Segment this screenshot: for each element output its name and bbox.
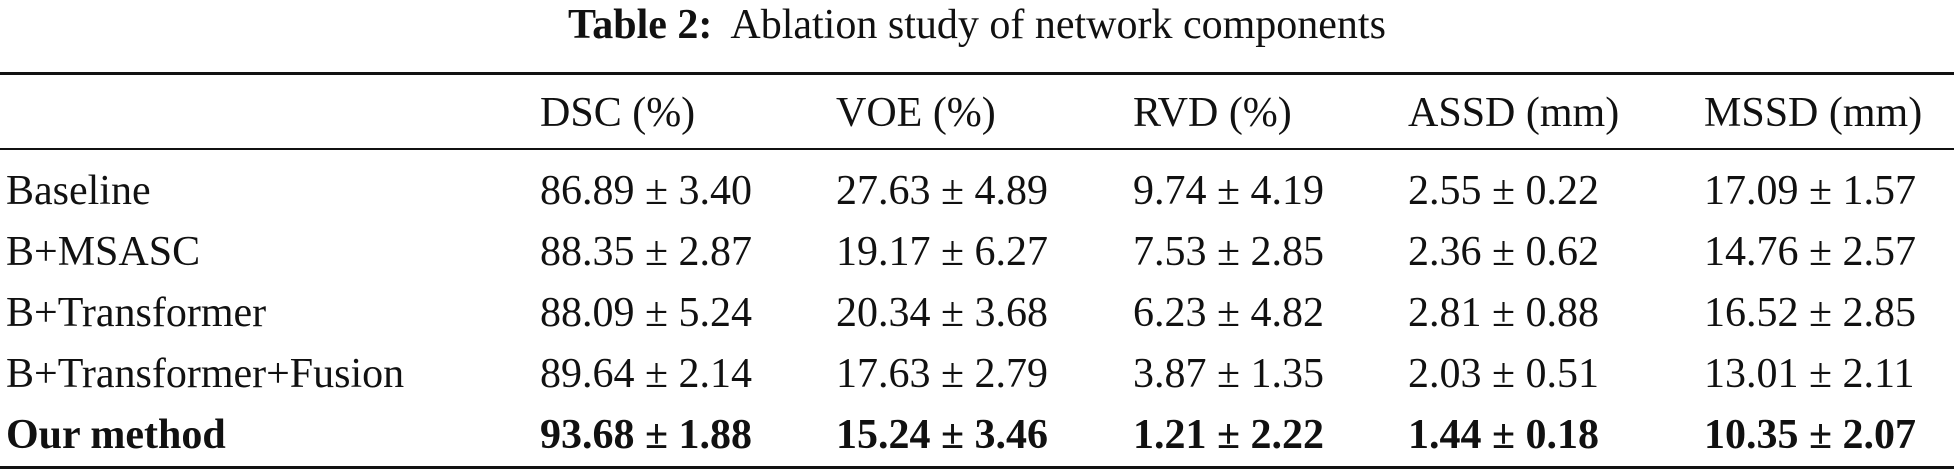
cell-rvd: 6.23 ± 4.82 xyxy=(1133,290,1325,336)
table-row-b-transformer-fusion: B+Transformer+Fusion 89.64 ± 2.14 17.63 … xyxy=(0,343,1954,405)
cell-voe: 17.63 ± 2.79 xyxy=(836,351,1049,397)
caption-text: Ablation study of network components xyxy=(730,2,1386,48)
table-row-b-msasc: B+MSASC 88.35 ± 2.87 19.17 ± 6.27 7.53 ±… xyxy=(0,221,1954,283)
cell-assd: 2.03 ± 0.51 xyxy=(1408,351,1600,397)
cell-assd: 1.44 ± 0.18 xyxy=(1408,412,1600,458)
header-cell-assd: ASSD (mm) xyxy=(1408,90,1620,136)
cell-dsc: 86.89 ± 3.40 xyxy=(540,168,753,214)
table-row-our-method: Our method 93.68 ± 1.88 15.24 ± 3.46 1.2… xyxy=(0,404,1954,466)
table-row-b-transformer: B+Transformer 88.09 ± 5.24 20.34 ± 3.68 … xyxy=(0,282,1954,344)
cell-rvd: 3.87 ± 1.35 xyxy=(1133,351,1325,397)
row-label: B+Transformer xyxy=(6,290,267,336)
header-cell-voe: VOE (%) xyxy=(836,90,996,136)
cell-mssd: 16.52 ± 2.85 xyxy=(1704,290,1917,336)
cell-dsc: 89.64 ± 2.14 xyxy=(540,351,753,397)
cell-voe: 19.17 ± 6.27 xyxy=(836,229,1049,275)
cell-rvd: 1.21 ± 2.22 xyxy=(1133,412,1325,458)
cell-mssd: 17.09 ± 1.57 xyxy=(1704,168,1917,214)
header-rule xyxy=(0,148,1954,150)
cell-rvd: 9.74 ± 4.19 xyxy=(1133,168,1325,214)
cell-rvd: 7.53 ± 2.85 xyxy=(1133,229,1325,275)
cell-dsc: 88.09 ± 5.24 xyxy=(540,290,753,336)
cell-dsc: 93.68 ± 1.88 xyxy=(540,412,753,458)
cell-mssd: 14.76 ± 2.57 xyxy=(1704,229,1917,275)
caption-label: Table 2: xyxy=(568,2,713,48)
cell-assd: 2.81 ± 0.88 xyxy=(1408,290,1600,336)
header-cell-mssd: MSSD (mm) xyxy=(1704,90,1923,136)
header-cell-dsc: DSC (%) xyxy=(540,90,696,136)
row-label: B+Transformer+Fusion xyxy=(6,351,405,397)
cell-assd: 2.36 ± 0.62 xyxy=(1408,229,1600,275)
cell-voe: 27.63 ± 4.89 xyxy=(836,168,1049,214)
bottom-rule xyxy=(0,466,1954,469)
cell-mssd: 13.01 ± 2.11 xyxy=(1704,351,1915,397)
table-caption: Table 2: Ablation study of network compon… xyxy=(0,0,1954,50)
header-cell-rvd: RVD (%) xyxy=(1133,90,1292,136)
cell-dsc: 88.35 ± 2.87 xyxy=(540,229,753,275)
top-rule xyxy=(0,72,1954,75)
cell-assd: 2.55 ± 0.22 xyxy=(1408,168,1600,214)
cell-voe: 20.34 ± 3.68 xyxy=(836,290,1049,336)
cell-mssd: 10.35 ± 2.07 xyxy=(1704,412,1917,458)
row-label: Baseline xyxy=(6,168,151,214)
table-header-row: DSC (%) VOE (%) RVD (%) ASSD (mm) MSSD (… xyxy=(0,82,1954,144)
row-label: Our method xyxy=(6,412,226,458)
cell-voe: 15.24 ± 3.46 xyxy=(836,412,1049,458)
row-label: B+MSASC xyxy=(6,229,201,275)
table-row-baseline: Baseline 86.89 ± 3.40 27.63 ± 4.89 9.74 … xyxy=(0,160,1954,222)
